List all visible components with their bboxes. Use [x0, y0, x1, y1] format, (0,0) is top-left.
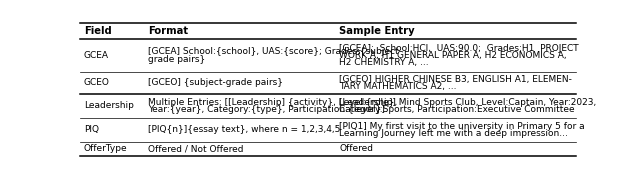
Text: OfferType: OfferType	[84, 144, 127, 153]
Text: [GCEO] {subject-grade pairs}: [GCEO] {subject-grade pairs}	[148, 78, 284, 87]
Text: Multiple Entries: [[Leadership] {activity}, Level:{role},: Multiple Entries: [[Leadership] {activit…	[148, 98, 397, 107]
Text: TARY MATHEMATICS A2, ...: TARY MATHEMATICS A2, ...	[339, 82, 457, 91]
Text: Offered / Not Offered: Offered / Not Offered	[148, 144, 244, 153]
Text: Leadership: Leadership	[84, 101, 134, 110]
Text: Category:Sports, Participation:Executive Committee: Category:Sports, Participation:Executive…	[339, 105, 575, 114]
Text: Sample Entry: Sample Entry	[339, 26, 415, 36]
Text: [GCEA]:  School:HCI,  UAS:90.0;  Grades:H1  PROJECT: [GCEA]: School:HCI, UAS:90.0; Grades:H1 …	[339, 44, 579, 53]
Text: [Leadership] Mind Sports Club, Level:Captain, Year:2023,: [Leadership] Mind Sports Club, Level:Cap…	[339, 98, 596, 107]
Text: WORK A, H1 GENERAL PAPER A, H2 ECONOMICS A,: WORK A, H1 GENERAL PAPER A, H2 ECONOMICS…	[339, 51, 567, 60]
Text: Year:{year}, Category:{type}, Participation:{level}].: Year:{year}, Category:{type}, Participat…	[148, 105, 388, 114]
Text: [GCEO] HIGHER CHINESE B3, ENGLISH A1, ELEMEN-: [GCEO] HIGHER CHINESE B3, ENGLISH A1, EL…	[339, 75, 572, 84]
Text: GCEA: GCEA	[84, 51, 109, 60]
Text: Field: Field	[84, 26, 112, 36]
Text: Learning Journey left me with a deep impression...: Learning Journey left me with a deep imp…	[339, 129, 568, 138]
Text: GCEO: GCEO	[84, 78, 110, 87]
Text: [PIQ{n}]{essay text}, where n = 1,2,3,4,5: [PIQ{n}]{essay text}, where n = 1,2,3,4,…	[148, 125, 341, 134]
Text: Format: Format	[148, 26, 189, 36]
Text: H2 CHEMISTRY A, ...: H2 CHEMISTRY A, ...	[339, 58, 429, 67]
Text: [PIQ1] My first visit to the university in Primary 5 for a: [PIQ1] My first visit to the university …	[339, 122, 585, 131]
Text: [GCEA] School:{school}, UAS:{score}; Grades:{subject: [GCEA] School:{school}, UAS:{score}; Gra…	[148, 47, 399, 56]
Text: Offered: Offered	[339, 144, 373, 153]
Text: grade pairs}: grade pairs}	[148, 54, 205, 64]
Text: PIQ: PIQ	[84, 125, 99, 134]
